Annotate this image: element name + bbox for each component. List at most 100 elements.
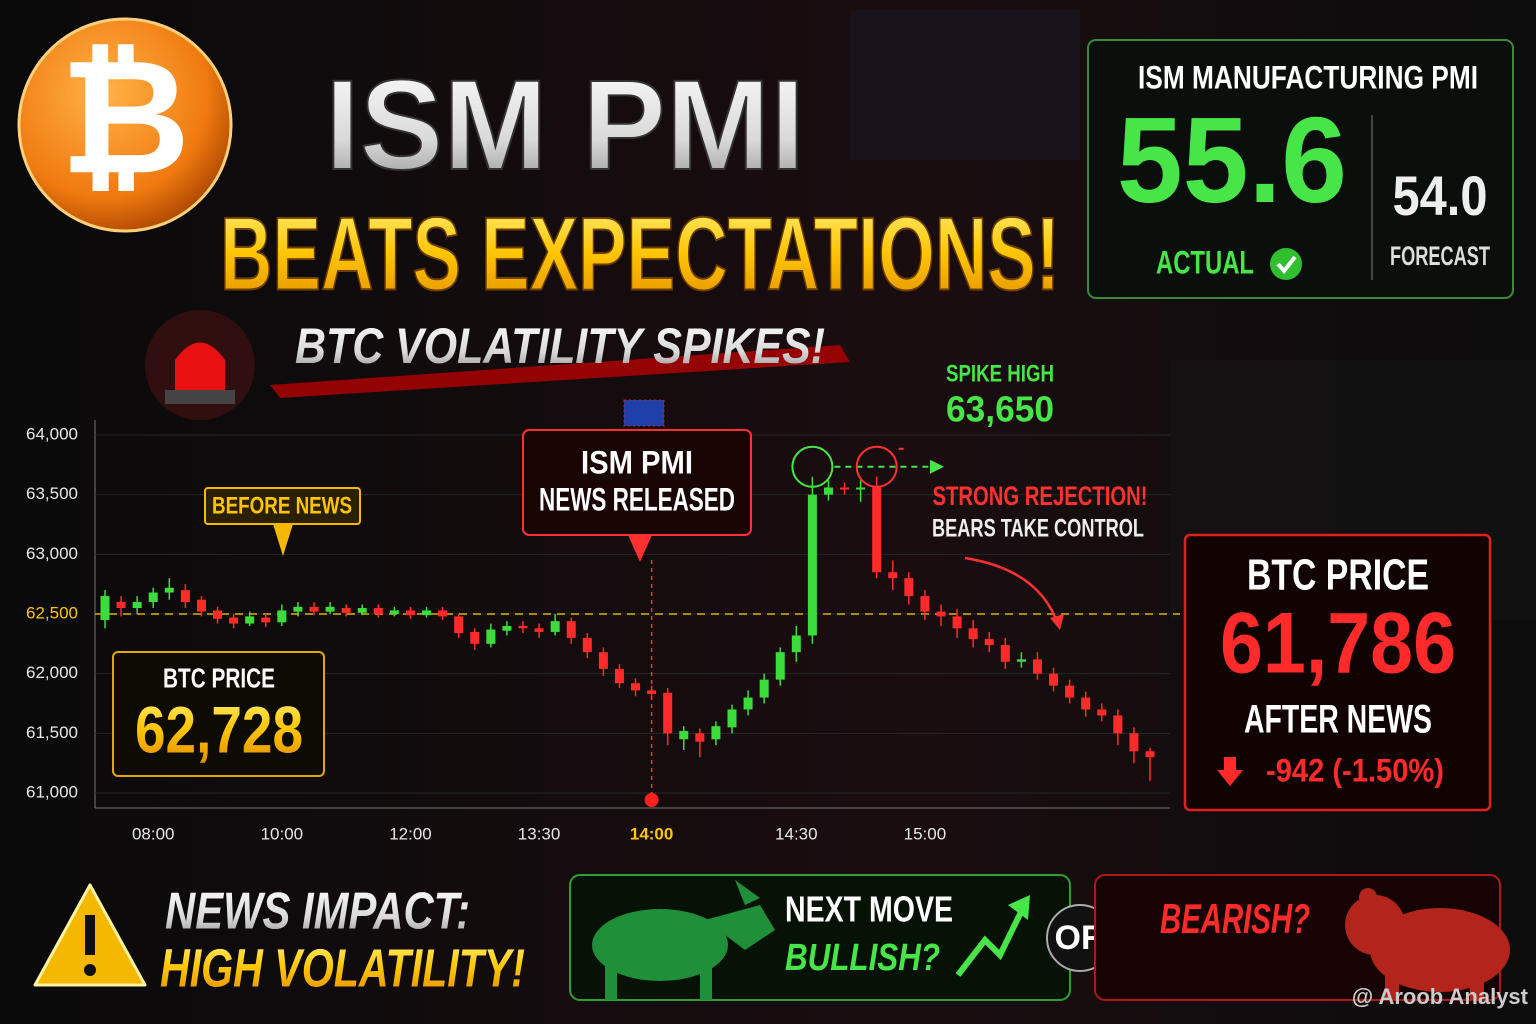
candle-body (582, 637, 592, 653)
candle-body (293, 606, 303, 612)
candle-body (100, 596, 110, 620)
candle-body (180, 590, 190, 603)
candle-body (309, 606, 319, 612)
candle-body (984, 639, 994, 646)
after-change: -942 (-1.50%) (1266, 752, 1444, 788)
up-trend-arrowhead (1008, 895, 1030, 920)
candle-body (727, 709, 737, 728)
check-icon (1270, 248, 1302, 280)
spike-label: SPIKE HIGH (946, 360, 1054, 387)
candle-body (1032, 659, 1042, 674)
rejection-circle (855, 445, 898, 488)
rejection-arrowhead (1050, 614, 1064, 630)
candle-body (904, 578, 914, 597)
title-line1: ISM PMI (325, 54, 805, 197)
candle-body (148, 592, 158, 603)
candle-body (1081, 697, 1091, 710)
candle-body (1049, 673, 1059, 686)
candle-body (647, 690, 657, 694)
candle-body (373, 608, 383, 614)
candle-body (968, 628, 978, 640)
candle-body (518, 625, 528, 629)
x-tick-label: 14:30 (775, 824, 818, 843)
pmi-panel (1087, 39, 1514, 299)
candle-body (775, 652, 785, 680)
candle-body (791, 635, 801, 653)
candle-body (920, 596, 930, 612)
x-tick-label: 15:00 (904, 824, 947, 843)
candle-body (132, 602, 142, 609)
candle-body (454, 616, 464, 634)
candle-body (261, 617, 271, 623)
news-label-1: ISM PMI (581, 444, 693, 480)
candle-body (389, 610, 399, 614)
candle-body (614, 668, 624, 684)
spike-circle (791, 445, 834, 488)
bearish-label: BEARISH? (1160, 895, 1310, 942)
y-tick-label: 63,000 (26, 544, 78, 563)
impact-line2: HIGH VOLATILITY! (160, 938, 525, 998)
after-news-label: AFTER NEWS (1244, 698, 1432, 742)
candle-body (550, 621, 560, 632)
candle-body (164, 587, 174, 593)
candle-body (405, 610, 415, 616)
candle-body (213, 610, 223, 619)
pmi-actual: 55.6 (1117, 92, 1347, 228)
candle-body (341, 608, 351, 613)
candle-body (534, 628, 544, 632)
candle-body (566, 621, 576, 638)
candle-body (470, 631, 480, 644)
before-news-label: BEFORE NEWS (212, 492, 352, 519)
watermark: @ Aroob Analyst (1352, 984, 1529, 1009)
after-price-label: BTC PRICE (1247, 551, 1429, 600)
x-tick-label: 13:30 (518, 824, 561, 843)
down-arrow (1217, 757, 1243, 786)
before-price-box (112, 651, 325, 777)
candle-body (1145, 751, 1155, 758)
candle-body (759, 679, 769, 698)
warning-icon (33, 883, 147, 987)
title-line2: BEATS EXPECTATIONS! (220, 196, 1060, 312)
candle-body (196, 599, 206, 612)
news-callout: ISM PMI NEWS RELEASED (522, 399, 752, 562)
bull-icon (592, 880, 775, 1000)
rejection-label: STRONG REJECTION! (933, 481, 1148, 511)
y-tick-label: 61,500 (26, 723, 78, 742)
x-tick-label: 14:00 (630, 824, 673, 843)
candle-body (1065, 685, 1075, 698)
candle-body (823, 487, 833, 495)
y-tick-label: 64,000 (26, 424, 78, 443)
spike-value: 63,650 (946, 389, 1054, 430)
candle-body (711, 726, 721, 740)
candle-body (502, 625, 512, 631)
candle-body (1129, 733, 1139, 752)
candle-body (936, 611, 946, 617)
candle-body (1113, 715, 1123, 734)
candle-body (1000, 645, 1010, 662)
subtitle: BTC VOLATILITY SPIKES! (295, 318, 825, 374)
bitcoin-coin (17, 17, 233, 233)
candle-body (663, 692, 673, 734)
y-tick-label: 63,500 (26, 484, 78, 503)
candle-body (1097, 709, 1107, 716)
before-price-label: BTC PRICE (163, 662, 275, 693)
bears-label: BEARS TAKE CONTROL (932, 515, 1144, 543)
subtitle-streak (270, 345, 850, 398)
candle-body (807, 494, 817, 636)
candle-body (695, 733, 705, 742)
x-tick-label: 12:00 (389, 824, 432, 843)
candle-body (679, 730, 689, 740)
pmi-forecast: 54.0 (1393, 164, 1488, 227)
pmi-title: ISM MANUFACTURING PMI (1138, 59, 1478, 95)
rejection-arrow (964, 556, 1060, 626)
after-price-box (1183, 533, 1492, 812)
y-tick-label: 61,000 (26, 782, 78, 801)
after-price: 61,786 (1220, 596, 1456, 692)
candle-body (856, 487, 866, 490)
bullish-label: BULLISH? (785, 937, 940, 979)
candle-body (631, 683, 641, 691)
candle-body (325, 606, 335, 612)
impact-line1: NEWS IMPACT: (165, 883, 470, 941)
candle-body (277, 610, 287, 623)
